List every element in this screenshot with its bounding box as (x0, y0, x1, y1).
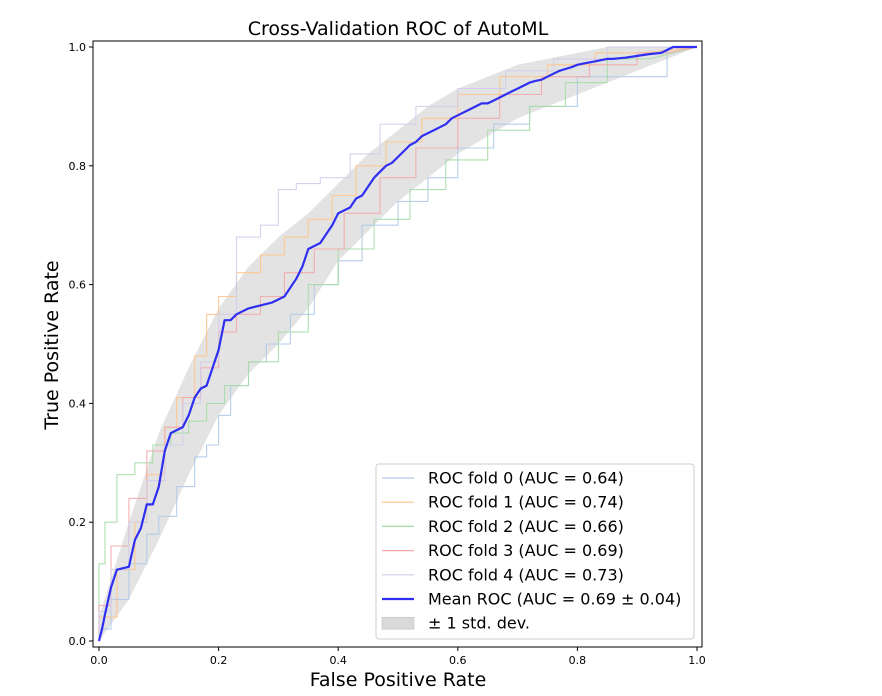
roc-fold-1-line (98, 46, 698, 641)
legend-box (375, 463, 695, 640)
legend: ROC fold 0 (AUC = 0.64) ROC fold 1 (AUC =… (375, 463, 695, 640)
y-axis-label: True Positive Rate (41, 260, 63, 430)
y-tick-label: 0.6 (69, 279, 87, 292)
x-tick-label: 1.0 (688, 654, 706, 667)
y-tick-label: 1.0 (69, 41, 87, 54)
roc-fold-2-line (98, 46, 698, 641)
legend-entry-label: ROC fold 2 (AUC = 0.66) (428, 517, 624, 536)
x-axis-label: False Positive Rate (310, 669, 487, 691)
legend-band-swatch (381, 616, 415, 630)
x-tick-label: 0.2 (210, 654, 228, 667)
legend-entry-label: ROC fold 1 (AUC = 0.74) (428, 493, 624, 512)
y-tick-label: 0.2 (69, 516, 87, 529)
legend-entry-label: Mean ROC (AUC = 0.69 ± 0.04) (428, 590, 681, 609)
roc-fold-3-line (98, 46, 698, 641)
plot-frame (92, 40, 703, 648)
mean-roc-line (97, 45, 697, 642)
y-tick-label: 0.0 (69, 635, 87, 648)
y-tick-label: 0.8 (69, 160, 87, 173)
chart-title: Cross-Validation ROC of AutoML (248, 18, 549, 40)
x-tick-label: 0.4 (329, 654, 347, 667)
legend-band-label: ± 1 std. dev. (428, 614, 530, 633)
legend-entry-label: ROC fold 4 (AUC = 0.73) (428, 565, 624, 584)
legend-entry-label: ROC fold 0 (AUC = 0.64) (428, 469, 624, 488)
roc-fold-4-line (98, 46, 697, 641)
legend-entry-label: ROC fold 3 (AUC = 0.69) (428, 541, 624, 560)
plot-area (97, 45, 698, 642)
axis-ticks: 0.0 0.2 0.4 0.6 0.8 1.0 0.0 0.2 0.4 0.6 0.8 1.0 (69, 41, 706, 667)
x-tick-label: 0.0 (90, 654, 108, 667)
y-tick-label: 0.4 (69, 397, 87, 410)
x-tick-label: 0.6 (449, 654, 467, 667)
x-tick-label: 0.8 (569, 654, 587, 667)
